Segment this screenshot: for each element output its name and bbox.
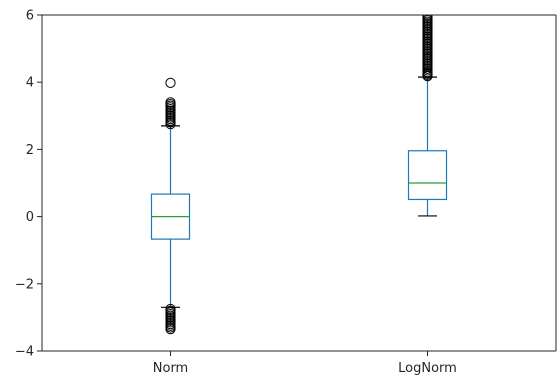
y-tick-label: 4 xyxy=(26,76,34,91)
axes: −4 −2 0 2 4 6 Norm LogNorm xyxy=(15,9,557,376)
y-tick-label: −4 xyxy=(15,345,34,360)
outlier-point xyxy=(165,303,176,315)
outlier-point xyxy=(165,77,176,88)
y-tick-label: 0 xyxy=(26,210,34,225)
plot-area xyxy=(150,15,448,335)
y-tick-label: 2 xyxy=(26,143,34,158)
y-tick-label: 6 xyxy=(26,9,34,24)
box-group-lognorm xyxy=(407,15,448,217)
y-tick-label: −2 xyxy=(15,277,34,292)
x-tick-label: Norm xyxy=(153,361,188,376)
x-tick-label: LogNorm xyxy=(398,361,457,376)
box-group-norm xyxy=(150,77,191,335)
iqr-box xyxy=(407,150,448,201)
outlier-point xyxy=(165,97,176,108)
outlier-point xyxy=(422,15,433,21)
